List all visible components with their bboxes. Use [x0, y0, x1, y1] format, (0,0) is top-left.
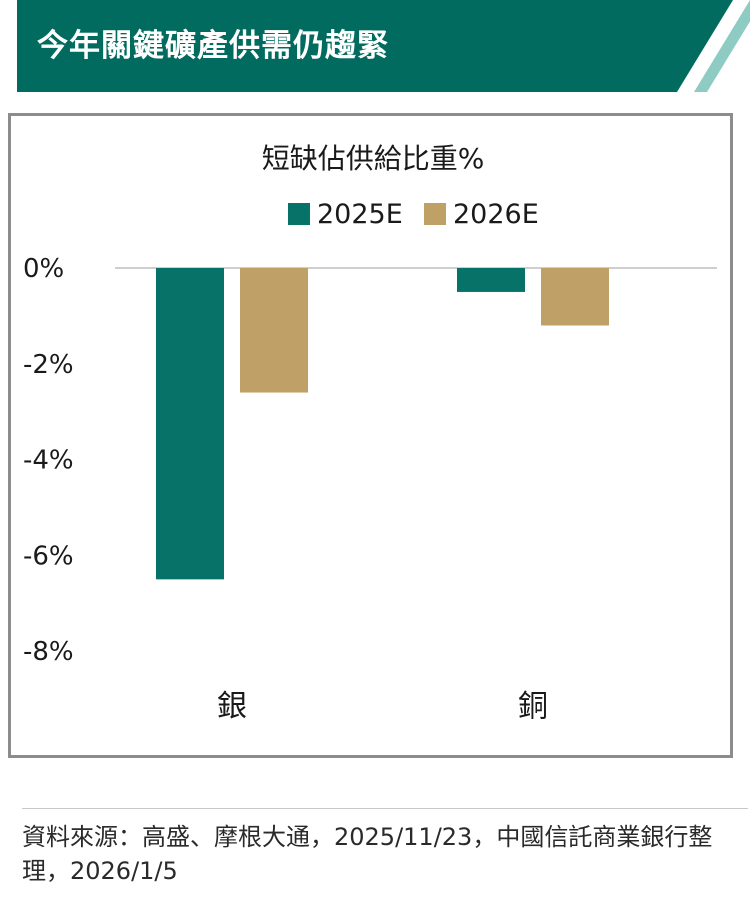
legend-label-2026E: 2026E: [453, 199, 539, 230]
y-tick-label: 0%: [23, 254, 64, 284]
y-tick-label: -4%: [23, 446, 74, 476]
bar-chart: 短缺佔供給比重% 2025E 2026E 0% -2% -4% -6% -8% 銀 銅: [23, 142, 717, 724]
chart-title: 短缺佔供給比重%: [262, 142, 485, 175]
bar-2026E-銀: [240, 268, 308, 393]
y-tick-label: -8%: [23, 637, 74, 667]
page-title: 今年關鍵礦產供需仍趨緊: [37, 28, 389, 64]
y-tick-label: -2%: [23, 350, 74, 380]
x-category-label: 銀: [217, 689, 247, 724]
chart-frame: 短缺佔供給比重% 2025E 2026E 0% -2% -4% -6% -8% 銀 銅: [8, 113, 733, 758]
legend-swatch-2025E: [288, 203, 310, 225]
legend-label-2025E: 2025E: [317, 199, 403, 230]
bar-2026E-銅: [541, 268, 609, 326]
legend-swatch-2026E: [424, 203, 446, 225]
header-background: [17, 0, 750, 92]
bar-2025E-銅: [457, 268, 525, 292]
header-banner: 今年關鍵礦產供需仍趨緊: [17, 0, 750, 92]
y-tick-label: -6%: [23, 541, 74, 571]
source-note: 資料來源：高盛、摩根大通，2025/11/23，中國信託商業銀行整理，2026/…: [22, 823, 713, 885]
x-category-label: 銅: [518, 689, 548, 724]
divider: [22, 808, 748, 809]
bar-2025E-銀: [156, 268, 224, 580]
